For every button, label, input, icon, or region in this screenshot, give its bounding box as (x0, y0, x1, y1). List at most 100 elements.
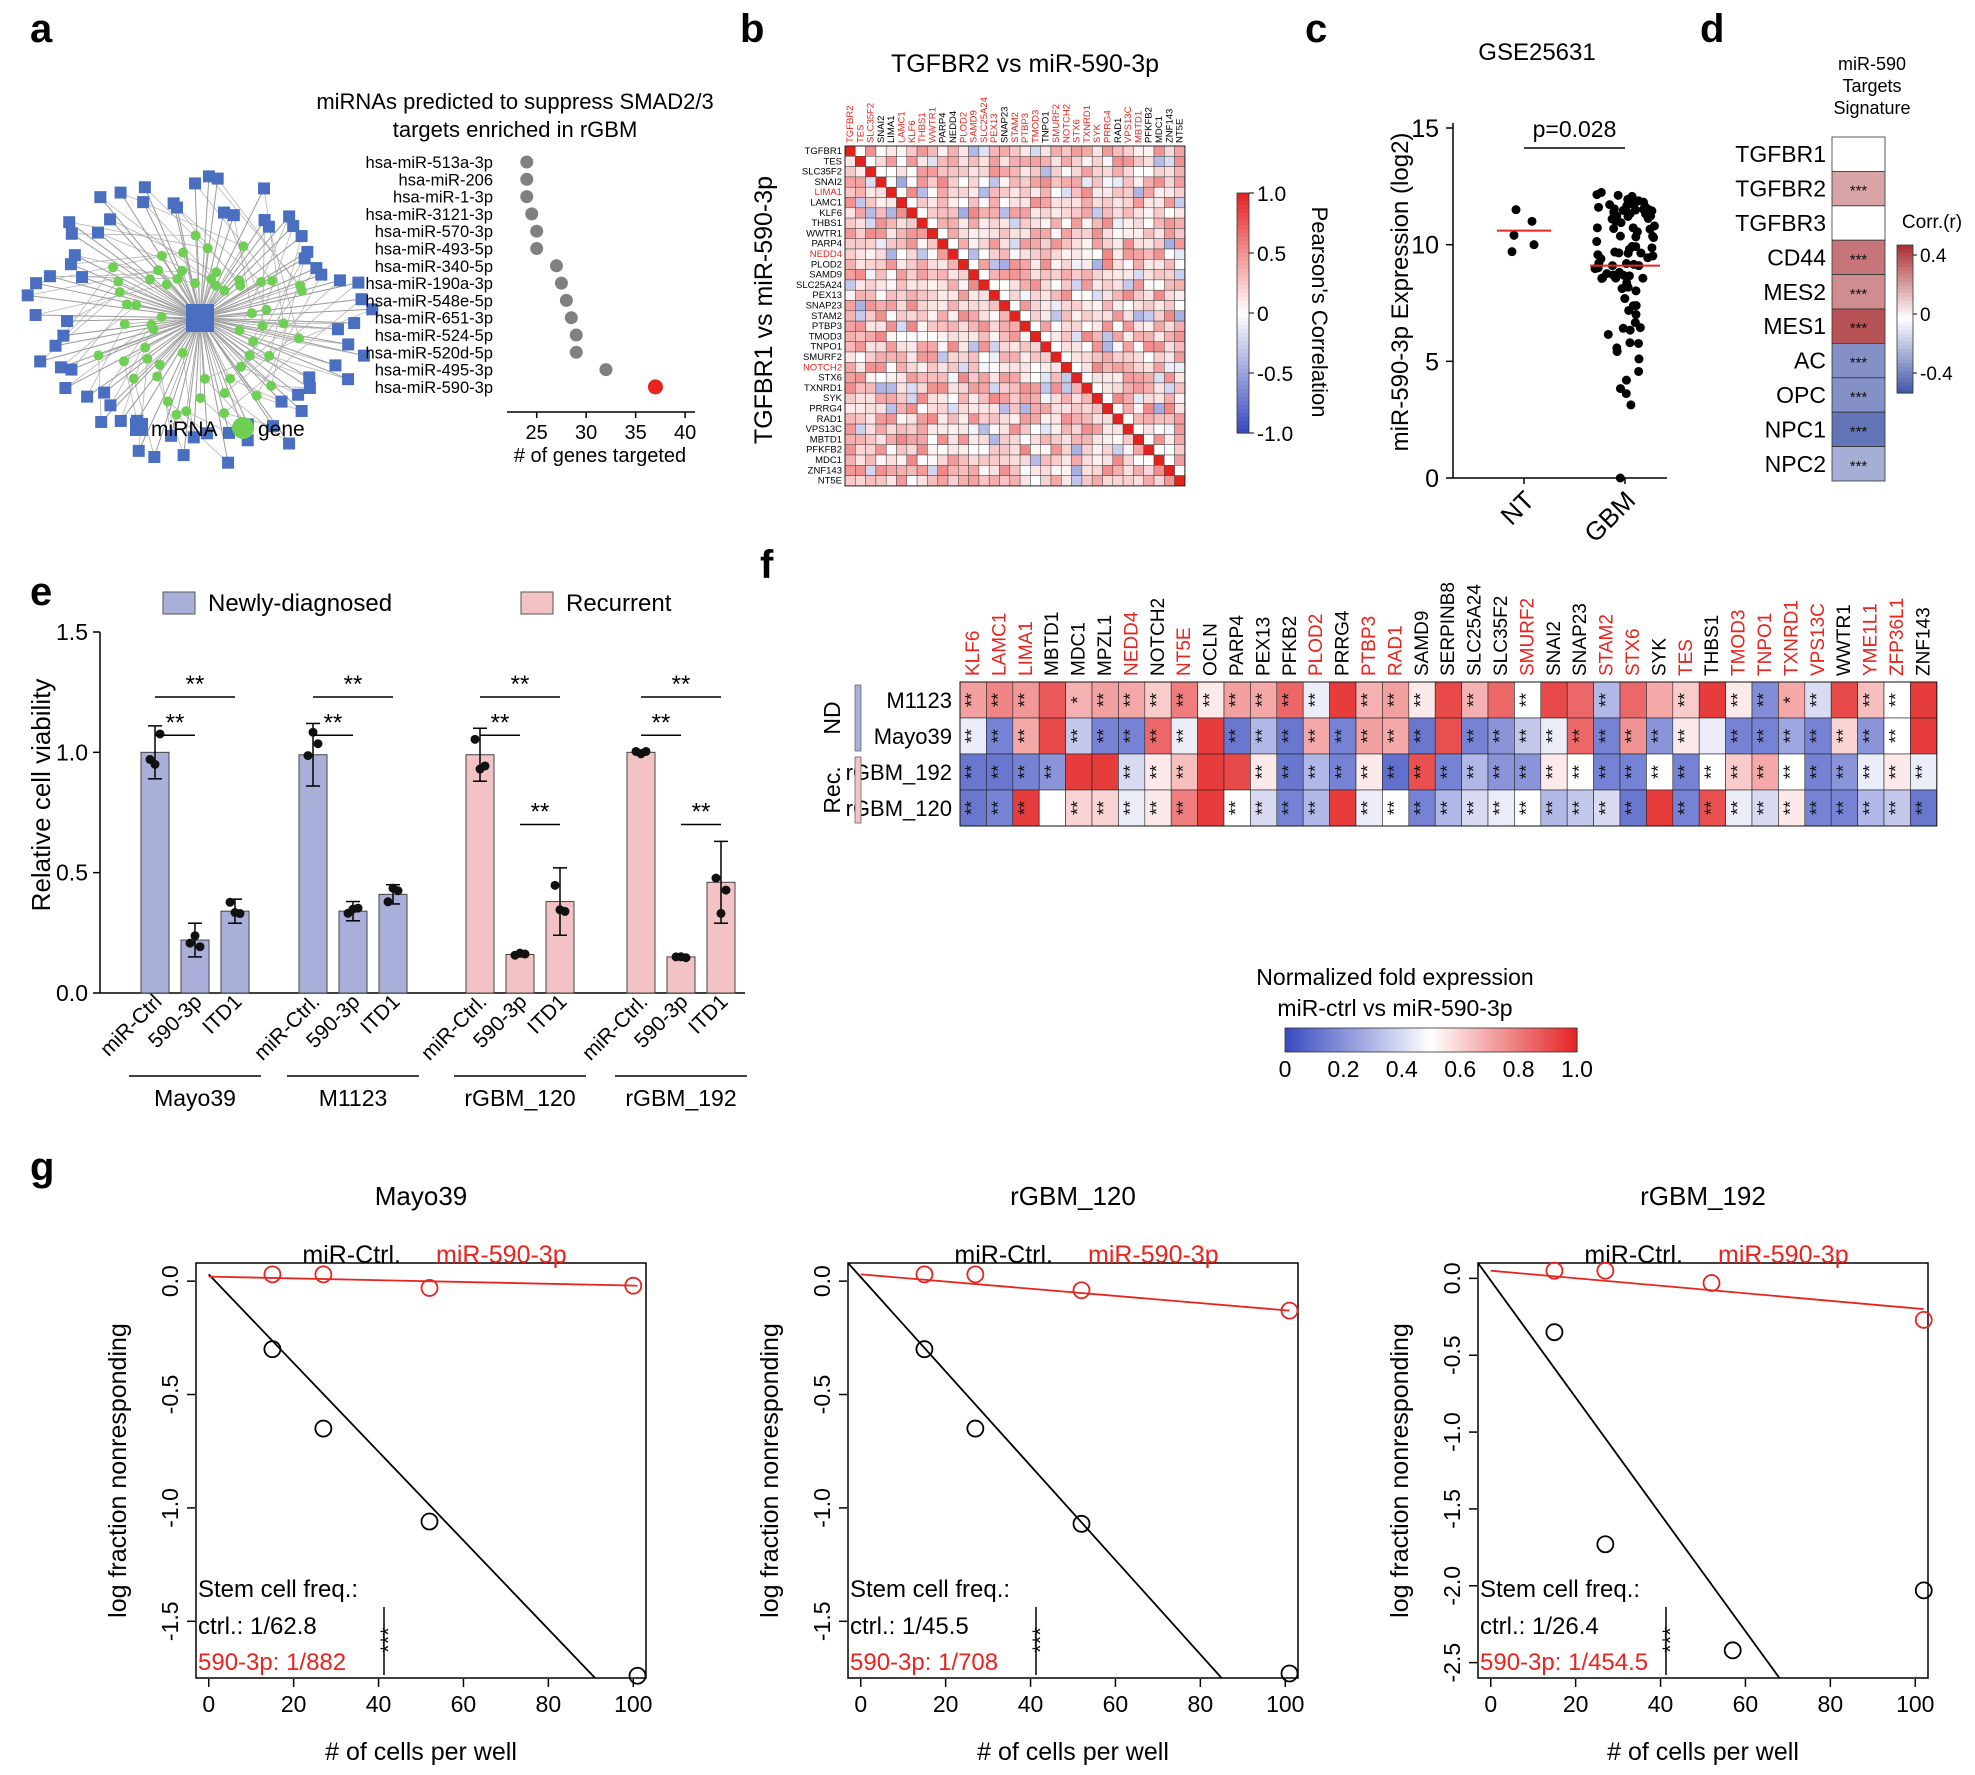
heatmap-b-cell (988, 403, 1000, 415)
gene-legend-label: gene (258, 418, 305, 441)
heatmap-b-cell (1122, 186, 1134, 198)
network-edge (199, 251, 308, 319)
f-cell-star: ** (1833, 729, 1853, 743)
f-gene-label: TES (1676, 639, 1697, 676)
heatmap-b-cell (1009, 145, 1021, 157)
f-cell-star: ** (1728, 801, 1748, 815)
colorbar-f-step (1496, 1028, 1501, 1052)
heatmap-b-cell (1102, 454, 1114, 466)
heatmap-b-cell (978, 423, 990, 435)
heatmap-b-cell (1009, 207, 1021, 219)
colorbar-f-step (1405, 1028, 1410, 1052)
g-legend-mir: miR-590-3p (1718, 1241, 1849, 1269)
network-mirna-node (348, 317, 361, 330)
heatmap-b-col-label: TGFBR2 (845, 106, 856, 143)
heatmap-b-col-label: MDC1 (1154, 116, 1165, 143)
heatmap-b-cell (875, 362, 887, 373)
heatmap-b-cell (958, 197, 969, 209)
colorbar-f-step (1544, 1028, 1549, 1052)
g-x-tick-label: 100 (614, 1691, 652, 1717)
heatmap-b-cell (1030, 217, 1041, 229)
heatmap-b-cell (1153, 351, 1165, 363)
heatmap-b-cell (958, 403, 969, 415)
heatmap-b-cell (937, 454, 949, 466)
heatmap-b-cell (958, 372, 969, 384)
heatmap-b-ylabel: TGFBR1 vs miR-590-3p (750, 176, 778, 444)
heatmap-b-cell (865, 403, 877, 415)
dotplot-point (564, 311, 578, 325)
heatmap-b-cell (958, 351, 969, 363)
g-plot-frame (1477, 1262, 1929, 1679)
f-cell (1619, 681, 1647, 719)
heatmap-b-cell (1030, 423, 1041, 435)
heatmap-b-cell (978, 145, 990, 157)
heatmap-b-cell (896, 392, 908, 404)
e-y-tick-label: 0.5 (56, 860, 88, 886)
network-edge (229, 280, 341, 379)
f-cell (1118, 717, 1146, 755)
heatmap-b-cell (896, 403, 908, 415)
f-cell-star: ** (1411, 729, 1431, 743)
heatmap-b-cell (1133, 248, 1144, 260)
f-cell (1382, 753, 1410, 791)
network-gene-node (293, 333, 304, 344)
c-gbm-point (1629, 259, 1639, 269)
heatmap-b-cell (978, 156, 990, 167)
g-x-tick-label: 0 (202, 1691, 215, 1717)
heatmap-b-cell (1143, 228, 1155, 239)
heatmap-b-cell (1174, 259, 1186, 270)
heatmap-b-cell (999, 145, 1011, 157)
heatmap-b-cell (844, 145, 856, 157)
heatmap-b-cell (988, 320, 1000, 332)
heatmap-b-col-label: SAMD9 (969, 110, 980, 143)
colorbar-f-step (1504, 1028, 1509, 1052)
heatmap-b-cell (1143, 310, 1155, 322)
heatmap-b-cell (1050, 444, 1062, 456)
panel-label-b: b (740, 7, 764, 51)
colorbar-f-tick-label: 0.8 (1503, 1056, 1535, 1082)
f-cell (1883, 753, 1911, 791)
heatmap-b-cell (875, 289, 887, 301)
heatmap-b-cell (885, 217, 897, 229)
heatmap-b-cell (885, 248, 897, 260)
colorbar-b-tick-label: 0.5 (1257, 243, 1286, 266)
heatmap-b-cell (1050, 351, 1062, 363)
c-gbm-point (1598, 273, 1608, 283)
f-cell-star: ** (1807, 801, 1827, 815)
heatmap-b-cell (1091, 176, 1103, 188)
colorbar-b-step (1237, 197, 1249, 202)
g-ctrl-freq: ctrl.: 1/26.4 (1480, 1613, 1599, 1640)
network-gene-node (190, 230, 201, 241)
g-sig-label: *** (1658, 1627, 1683, 1653)
f-gene-label: LAMC1 (989, 613, 1010, 676)
heatmap-b-cell (1019, 475, 1031, 487)
network-edge (110, 317, 201, 406)
heatmap-b-cell (1174, 310, 1186, 322)
colorbar-f-step (1467, 1028, 1472, 1052)
network-mirna-node (298, 252, 311, 265)
f-cell-star: ** (1147, 729, 1167, 743)
heatmap-b-cell (947, 341, 959, 353)
network-gene-node (140, 342, 151, 353)
heatmap-b-cell (896, 434, 908, 445)
g-mir-point (624, 1276, 643, 1295)
f-cell (1566, 681, 1594, 719)
heatmap-b-cell (999, 259, 1011, 270)
colorbar-b-step (1237, 317, 1249, 322)
f-cell (1012, 789, 1040, 827)
heatmap-b-cell (1081, 362, 1093, 373)
f-cell (1910, 717, 1938, 755)
heatmap-b-cell (927, 351, 938, 363)
heatmap-b-cell (927, 320, 938, 332)
heatmap-b-cell (1153, 392, 1165, 404)
colorbar-f-tick-label: 0.2 (1327, 1056, 1359, 1082)
e-point (313, 739, 323, 749)
heatmap-b-cell (968, 331, 980, 342)
legend-nd-swatch (162, 591, 196, 615)
heatmap-b-cell (1071, 207, 1083, 219)
network-gene-node (154, 359, 165, 370)
heatmap-b-cell (1009, 403, 1021, 415)
colorbar-b-step (1237, 361, 1249, 366)
heatmap-b-cell (1009, 341, 1021, 353)
heatmap-b-col-label: PTBP3 (1020, 113, 1031, 143)
